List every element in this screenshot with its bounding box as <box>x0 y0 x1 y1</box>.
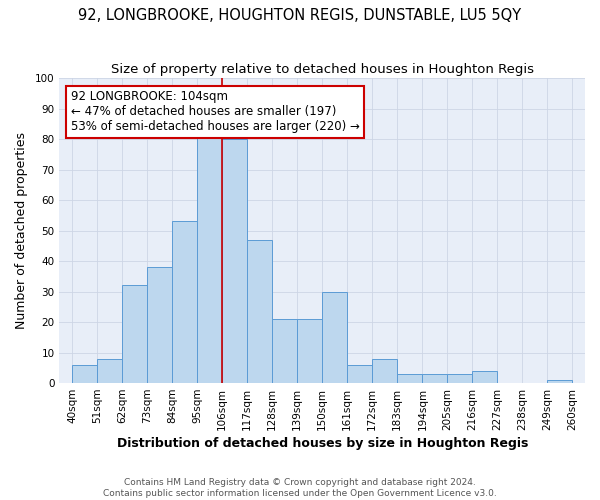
Y-axis label: Number of detached properties: Number of detached properties <box>15 132 28 329</box>
Bar <box>397 374 422 383</box>
Bar <box>247 240 272 383</box>
Bar <box>472 371 497 383</box>
Bar <box>197 136 222 383</box>
Bar <box>372 358 397 383</box>
Bar <box>222 139 247 383</box>
X-axis label: Distribution of detached houses by size in Houghton Regis: Distribution of detached houses by size … <box>116 437 528 450</box>
Bar <box>547 380 572 383</box>
Text: 92 LONGBROOKE: 104sqm
← 47% of detached houses are smaller (197)
53% of semi-det: 92 LONGBROOKE: 104sqm ← 47% of detached … <box>71 90 359 134</box>
Bar <box>72 365 97 383</box>
Text: 92, LONGBROOKE, HOUGHTON REGIS, DUNSTABLE, LU5 5QY: 92, LONGBROOKE, HOUGHTON REGIS, DUNSTABL… <box>79 8 521 22</box>
Bar <box>172 222 197 383</box>
Bar <box>422 374 448 383</box>
Title: Size of property relative to detached houses in Houghton Regis: Size of property relative to detached ho… <box>111 62 534 76</box>
Bar <box>297 319 322 383</box>
Text: Contains HM Land Registry data © Crown copyright and database right 2024.
Contai: Contains HM Land Registry data © Crown c… <box>103 478 497 498</box>
Bar <box>272 319 297 383</box>
Bar <box>347 365 372 383</box>
Bar <box>122 286 147 383</box>
Bar <box>322 292 347 383</box>
Bar <box>147 267 172 383</box>
Bar <box>97 358 122 383</box>
Bar <box>448 374 472 383</box>
